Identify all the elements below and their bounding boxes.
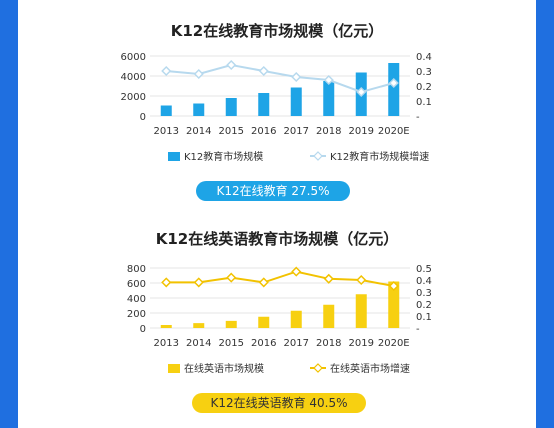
line-point <box>291 266 302 277</box>
x-tick-label: 2019 <box>349 338 374 349</box>
chart-title-english: K12在线英语教育市场规模（亿元） <box>155 230 399 248</box>
y-left-tick-label: 6000 <box>121 52 146 63</box>
legend-line-marker <box>313 363 323 373</box>
y-left-tick-label: 0 <box>140 112 146 123</box>
bar <box>160 325 172 328</box>
x-tick-label: 2015 <box>219 338 244 349</box>
y-right-tick-label: - <box>416 112 420 123</box>
y-left-tick-label: 2000 <box>121 92 146 103</box>
y-left-tick-label: 800 <box>127 264 146 275</box>
bar <box>225 98 237 116</box>
bar <box>388 63 400 116</box>
chart-title-k12: K12在线教育市场规模（亿元） <box>170 22 384 40</box>
line-point <box>193 68 204 80</box>
legend-line-label: K12教育市场规模增速 <box>330 150 429 163</box>
legend-bar-swatch <box>168 152 180 161</box>
bar <box>193 103 205 116</box>
bar <box>290 87 302 116</box>
y-right-tick-label: 0.3 <box>416 67 432 78</box>
line-point <box>193 277 204 288</box>
x-tick-label: 2020E <box>378 126 410 137</box>
x-tick-label: 2015 <box>219 126 244 137</box>
x-tick-label: 2013 <box>154 338 179 349</box>
y-left-tick-label: 400 <box>127 294 146 305</box>
legend-bar-label: 在线英语市场规模 <box>184 362 264 375</box>
y-left-tick-label: 600 <box>127 279 146 290</box>
x-tick-label: 2019 <box>349 126 374 137</box>
line-point <box>356 274 367 286</box>
growth-line <box>166 63 395 94</box>
bar <box>355 294 367 328</box>
x-tick-label: 2017 <box>284 338 309 349</box>
x-tick-label: 2016 <box>251 126 276 137</box>
y-left-tick-label: 0 <box>140 324 146 335</box>
bar <box>388 281 400 328</box>
y-right-tick-label: - <box>416 324 420 335</box>
legend-bar-swatch <box>168 364 180 373</box>
line-point <box>323 74 334 86</box>
bar <box>258 93 270 116</box>
y-left-tick-label: 4000 <box>121 72 146 83</box>
bar <box>290 310 302 328</box>
x-tick-label: 2017 <box>284 126 309 137</box>
legend-line-marker <box>313 151 323 161</box>
y-right-tick-label: 0.4 <box>416 276 432 287</box>
line-point <box>161 277 172 288</box>
line-point <box>258 65 269 77</box>
line-point <box>323 273 334 284</box>
x-tick-label: 2013 <box>154 126 179 137</box>
legend-bar-label: K12教育市场规模 <box>184 150 263 163</box>
badge-k12-growth: K12在线教育 27.5% <box>196 181 350 201</box>
badge-english-growth: K12在线英语教育 40.5% <box>192 393 366 413</box>
y-right-tick-label: 0.1 <box>416 312 432 323</box>
y-left-tick-label: 200 <box>127 309 146 320</box>
y-right-tick-label: 0.2 <box>416 82 432 93</box>
y-right-tick-label: 0.3 <box>416 288 432 299</box>
x-tick-label: 2020E <box>378 338 410 349</box>
x-tick-label: 2016 <box>251 338 276 349</box>
line-point <box>388 77 399 89</box>
y-right-tick-label: 0.5 <box>416 264 432 275</box>
line-point <box>356 86 367 98</box>
bar <box>160 105 172 116</box>
line-point <box>161 65 172 77</box>
y-right-tick-label: 0.1 <box>416 97 432 108</box>
chart-english-market: 0 200 400 600 800 -0.10.20.30.40.5 2013 2014 201… <box>127 264 432 375</box>
bar <box>193 323 205 328</box>
bar <box>258 316 270 328</box>
y-right-tick-label: 0.2 <box>416 300 432 311</box>
line-point <box>226 272 237 283</box>
line-point <box>291 71 302 83</box>
bar <box>225 320 237 328</box>
chart-k12-market: 0 2000 4000 6000 - 0.1 0.2 0.3 0.4 2013 2014 2015 20… <box>121 52 432 163</box>
bar <box>323 81 335 116</box>
infographic-card: K12在线教育市场规模（亿元） 0 2000 4000 6000-0.1 0.2 0.3 0… <box>18 0 536 428</box>
x-tick-label: 2014 <box>186 126 211 137</box>
growth-line <box>166 270 394 287</box>
x-tick-label: 2018 <box>316 338 341 349</box>
line-point <box>388 280 399 292</box>
line-point <box>226 59 237 71</box>
x-tick-label: 2014 <box>186 338 211 349</box>
y-right-tick-label: 0.4 <box>416 52 432 63</box>
line-point <box>258 277 269 288</box>
bar <box>323 304 335 328</box>
x-tick-label: 2018 <box>316 126 341 137</box>
legend-line-label: 在线英语市场增速 <box>330 362 410 375</box>
